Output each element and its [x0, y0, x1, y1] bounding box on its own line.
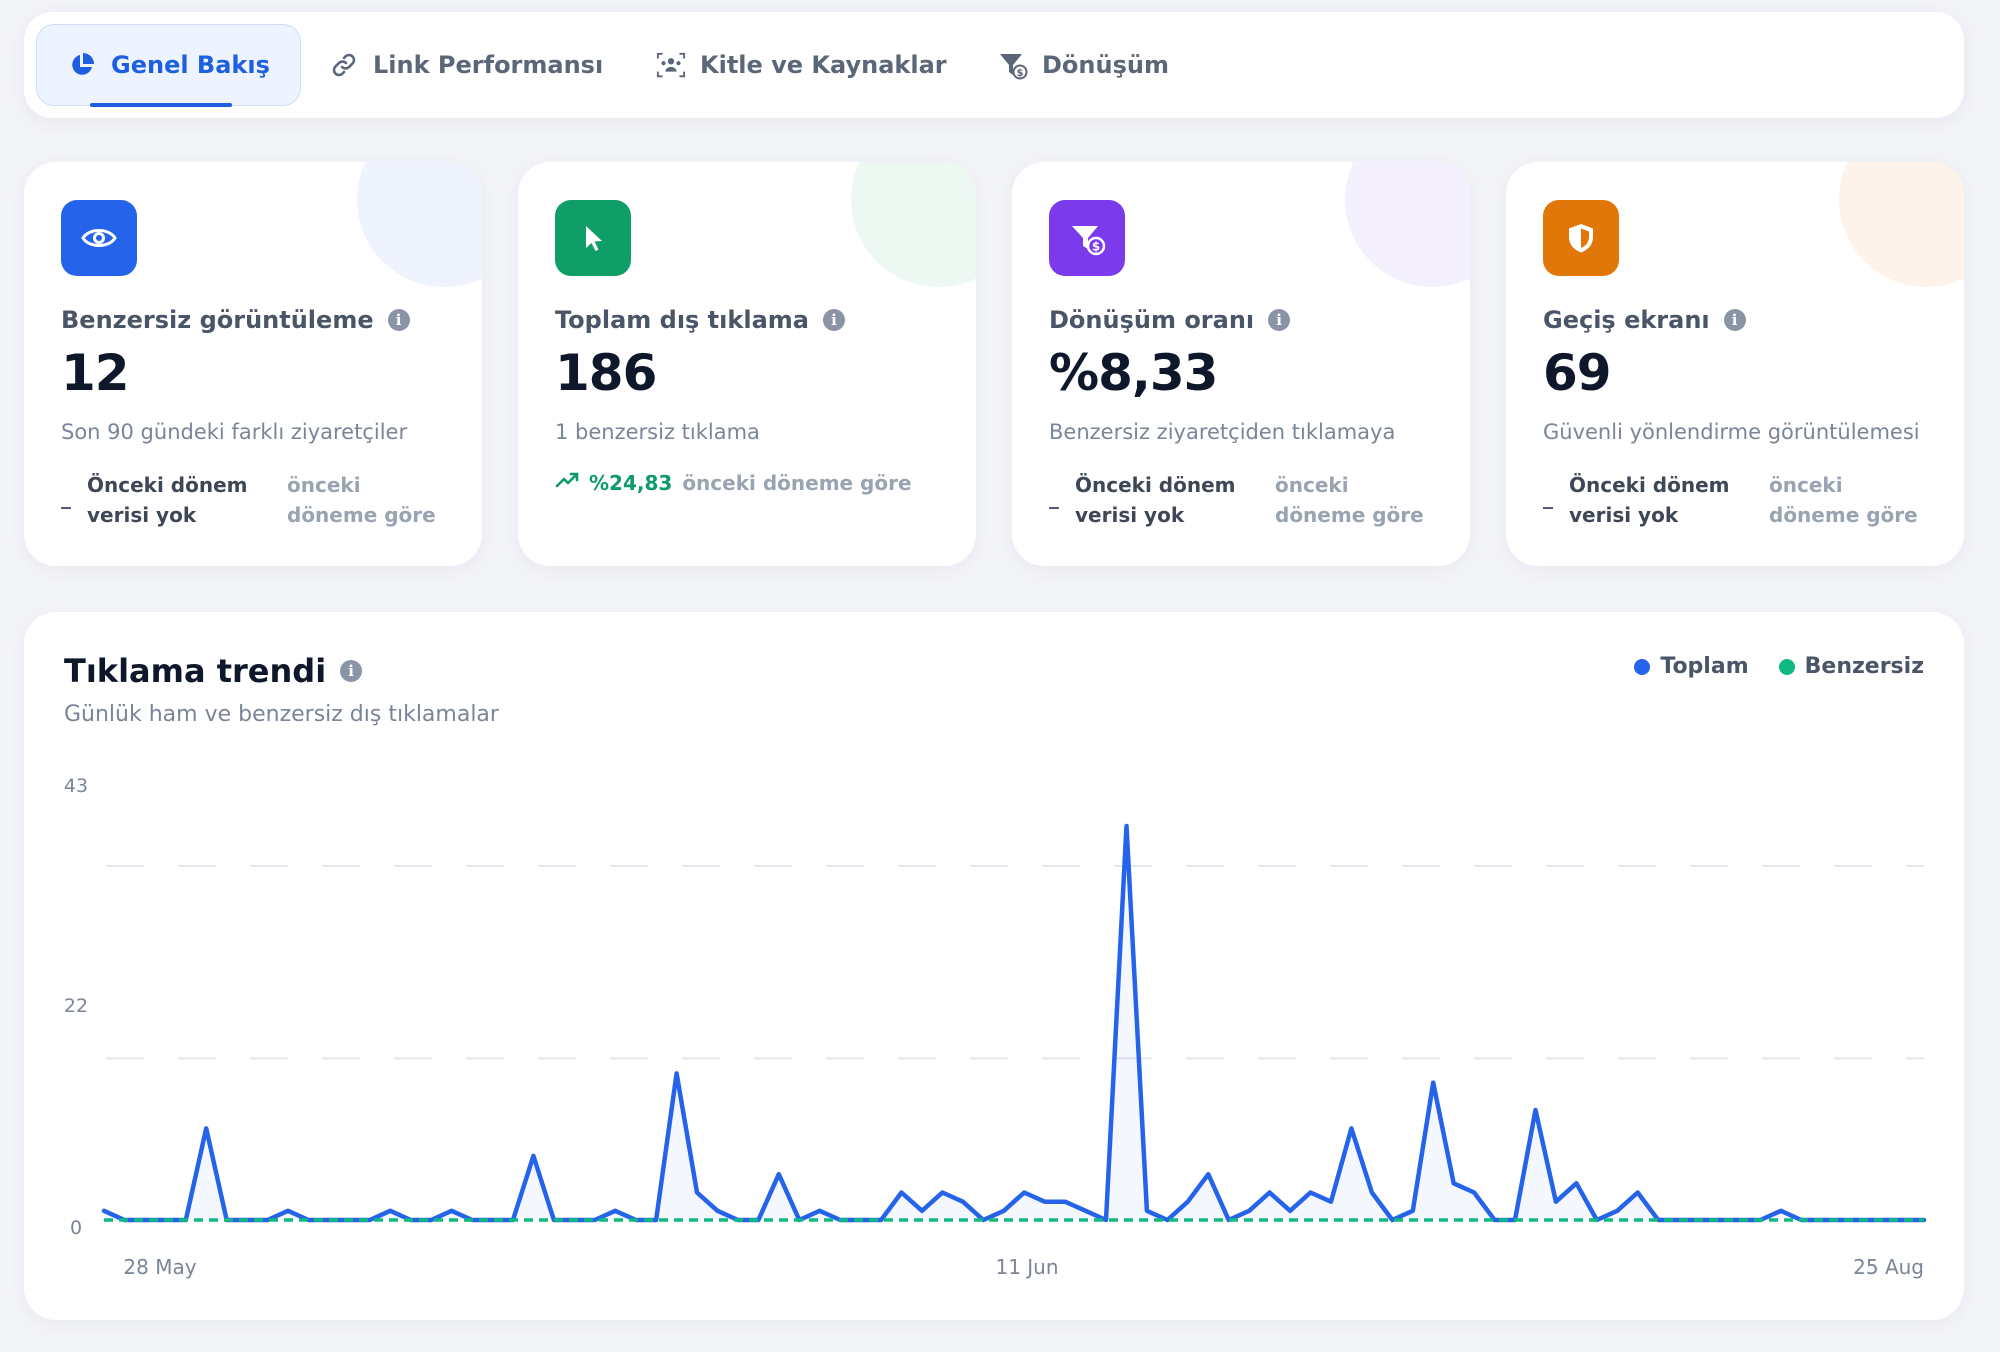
info-icon[interactable]: i	[1723, 309, 1746, 331]
trend-up-icon	[555, 468, 581, 498]
info-icon[interactable]: i	[340, 660, 363, 682]
svg-text:$: $	[1092, 240, 1100, 254]
shield-icon	[1543, 200, 1619, 276]
tab-genel-bakis[interactable]: Genel Bakış	[36, 24, 301, 107]
kpi-card-unique-views: Benzersiz görüntüleme i 12 Son 90 gündek…	[24, 162, 482, 566]
chart-subtitle: Günlük ham ve benzersiz dış tıklamalar	[64, 702, 499, 727]
y-tick-label: 0	[70, 1217, 82, 1239]
kpi-title-row: Geçiş ekranı i	[1543, 306, 1746, 334]
kpi-title: Toplam dış tıklama	[555, 306, 809, 334]
kpi-subtitle: Güvenli yönlendirme görüntülemesi	[1543, 420, 1920, 444]
kpi-footer: %24,83 önceki döneme göre	[555, 468, 912, 498]
tab-link-performansi[interactable]: Link Performansı	[329, 24, 603, 106]
legend-item-toplam[interactable]: Toplam	[1634, 654, 1749, 679]
info-icon[interactable]: i	[387, 309, 410, 331]
kpi-prev-period: Önceki dönem verisi yok	[1075, 473, 1236, 527]
chart-title-row: Tıklama trendi i	[64, 652, 363, 690]
kpi-prev-period: Önceki dönem verisi yok	[87, 473, 248, 527]
chart-title: Tıklama trendi	[64, 652, 327, 690]
kpi-value: %8,33	[1049, 344, 1218, 402]
tab-bar: Genel Bakış Link Performansı Kitle ve Ka…	[24, 12, 1964, 118]
kpi-subtitle: 1 benzersiz tıklama	[555, 420, 760, 444]
info-icon[interactable]: i	[1268, 309, 1291, 331]
kpi-compare-text: önceki döneme göre	[287, 473, 436, 527]
funnel-dollar-icon: $	[1049, 200, 1125, 276]
kpi-prev-period: Önceki dönem verisi yok	[1569, 473, 1730, 527]
kpi-title: Geçiş ekranı	[1543, 306, 1710, 334]
pie-chart-icon	[67, 50, 97, 80]
tab-label: Kitle ve Kaynaklar	[700, 51, 947, 79]
series-line-toplam	[101, 823, 1927, 1223]
cursor-icon	[555, 200, 631, 276]
x-tick-label: 11 Jun	[995, 1255, 1058, 1279]
kpi-subtitle: Son 90 gündeki farklı ziyaretçiler	[61, 420, 408, 444]
kpi-value: 69	[1543, 344, 1612, 402]
kpi-value: 12	[61, 344, 130, 402]
kpi-title-row: Benzersiz görüntüleme i	[61, 306, 410, 334]
tab-donusum[interactable]: $ Dönüşüm	[998, 24, 1169, 106]
x-tick-label: 25 Aug	[1853, 1255, 1924, 1279]
funnel-dollar-icon: $	[998, 50, 1028, 80]
card-decoration	[357, 162, 482, 287]
legend-item-benzersiz[interactable]: Benzersiz	[1778, 654, 1924, 679]
legend-label: Benzersiz	[1804, 654, 1924, 679]
kpi-subtitle: Benzersiz ziyaretçiden tıklamaya	[1049, 420, 1396, 444]
active-tab-indicator	[90, 103, 232, 107]
kpi-trend-percent: %24,83	[589, 471, 673, 495]
no-data-dash: _	[1049, 485, 1059, 509]
kpi-footer: _ Önceki dönem verisi yok önceki döneme …	[61, 470, 457, 530]
series-area-toplam	[104, 826, 1924, 1220]
x-tick-label: 28 May	[123, 1255, 196, 1279]
kpi-title-row: Toplam dış tıklama i	[555, 306, 845, 334]
click-trend-chart: 0 22 43 28 May 11 Jun 25 Aug	[64, 775, 1927, 1279]
no-data-dash: _	[61, 485, 71, 509]
no-data-dash: _	[1543, 485, 1553, 509]
card-decoration	[851, 162, 976, 287]
kpi-compare-text: önceki döneme göre	[682, 471, 912, 495]
click-trend-card: Tıklama trendi i Günlük ham ve benzersiz…	[24, 612, 1964, 1320]
legend-dot	[1778, 658, 1795, 675]
audience-icon	[656, 50, 686, 80]
card-decoration	[1839, 162, 1964, 287]
tab-label: Dönüşüm	[1042, 51, 1169, 79]
kpi-title: Benzersiz görüntüleme	[61, 306, 374, 334]
y-tick-label: 43	[64, 775, 88, 797]
kpi-footer: _ Önceki dönem verisi yok önceki döneme …	[1049, 470, 1445, 530]
kpi-value: 186	[555, 344, 657, 402]
legend-label: Toplam	[1660, 654, 1749, 679]
kpi-title-row: Dönüşüm oranı i	[1049, 306, 1291, 334]
info-icon[interactable]: i	[822, 309, 845, 331]
tab-kitle-ve-kaynaklar[interactable]: Kitle ve Kaynaklar	[656, 24, 947, 106]
kpi-card-interstitial: Geçiş ekranı i 69 Güvenli yönlendirme gö…	[1506, 162, 1964, 566]
tab-label: Genel Bakış	[111, 51, 270, 79]
kpi-footer: _ Önceki dönem verisi yok önceki döneme …	[1543, 470, 1939, 530]
y-tick-label: 22	[64, 995, 88, 1017]
kpi-compare-text: önceki döneme göre	[1769, 473, 1918, 527]
kpi-compare-text: önceki döneme göre	[1275, 473, 1424, 527]
svg-text:$: $	[1017, 68, 1024, 79]
eye-icon	[61, 200, 137, 276]
kpi-card-total-clicks: Toplam dış tıklama i 186 1 benzersiz tık…	[518, 162, 976, 566]
kpi-card-conversion-rate: $ Dönüşüm oranı i %8,33 Benzersiz ziyare…	[1012, 162, 1470, 566]
legend-dot	[1634, 658, 1651, 675]
kpi-title: Dönüşüm oranı	[1049, 306, 1255, 334]
link-icon	[329, 50, 359, 80]
chart-legend: Toplam Benzersiz	[1634, 654, 1924, 679]
card-decoration	[1345, 162, 1470, 287]
tab-label: Link Performansı	[373, 51, 604, 79]
